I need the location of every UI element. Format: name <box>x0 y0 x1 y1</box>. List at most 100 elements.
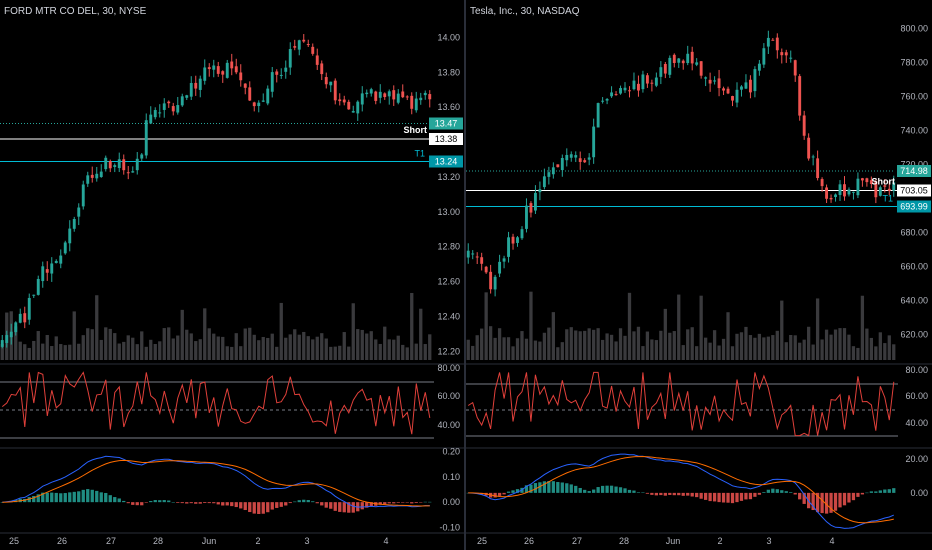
volume-bar <box>266 337 270 360</box>
candle-body <box>865 178 869 183</box>
candle-body <box>489 271 493 290</box>
volume-bar <box>68 344 72 360</box>
histogram-bar <box>686 492 690 496</box>
volume-bar <box>311 339 315 360</box>
candle-body <box>59 255 63 264</box>
volume-bar <box>419 308 423 360</box>
candle-body <box>533 192 537 211</box>
volume-bar <box>703 337 708 360</box>
signal-line <box>2 459 430 507</box>
volume-bar <box>780 300 784 360</box>
volume-bar <box>297 334 301 360</box>
histogram-bar <box>842 492 847 506</box>
candle-body <box>560 157 564 171</box>
candle-body <box>816 158 820 179</box>
histogram-bar <box>342 502 346 513</box>
histogram-bar <box>654 492 659 496</box>
candle-body <box>802 115 806 136</box>
volume-bar <box>533 340 538 360</box>
candle-body <box>493 276 497 290</box>
price-tick-label: 13.00 <box>437 207 460 217</box>
volume-bar <box>757 333 762 360</box>
pane-divider[interactable] <box>464 0 466 550</box>
histogram-bar <box>744 492 748 500</box>
candles <box>466 30 896 297</box>
histogram-bar <box>135 502 139 506</box>
candle-body <box>72 218 76 229</box>
histogram-bar <box>712 492 717 502</box>
histogram-bar <box>306 500 310 503</box>
candle-body <box>775 37 779 51</box>
volume-bar <box>542 332 547 360</box>
volume-bar <box>645 331 650 360</box>
volume-bar <box>162 328 166 360</box>
price-tick-label: 13.60 <box>437 102 460 112</box>
histogram-bar <box>77 491 81 503</box>
candle-body <box>632 80 636 90</box>
candle-body <box>565 154 569 161</box>
histogram-bar <box>365 502 369 508</box>
volume-bar <box>378 343 382 360</box>
candle-body <box>722 88 725 91</box>
volume-bar <box>744 326 748 360</box>
histogram-bar <box>59 493 63 503</box>
candle-body <box>735 89 739 103</box>
volume-bar <box>686 329 690 360</box>
volume-bar <box>887 335 891 360</box>
volume-bar <box>189 333 193 360</box>
candle-body <box>811 156 815 158</box>
volume-bar <box>506 337 511 360</box>
histogram-bar <box>176 502 180 503</box>
volume-bar <box>113 333 117 360</box>
volume-bar <box>578 331 582 360</box>
candle-body <box>699 61 703 76</box>
volume-bar <box>428 334 432 360</box>
date-tick-label: 28 <box>153 536 163 546</box>
volume-bar <box>144 346 148 360</box>
volume-bar <box>556 347 560 360</box>
candle-body <box>315 55 319 65</box>
candle-body <box>843 184 846 197</box>
candle-body <box>748 79 752 93</box>
candle-body <box>502 258 506 262</box>
candle-body <box>90 174 94 178</box>
price-tick-label: 12.40 <box>437 311 460 321</box>
volume-bar <box>351 303 355 360</box>
volume-bar <box>538 341 542 360</box>
histogram-bar <box>41 492 45 503</box>
candle-body <box>365 92 369 95</box>
histogram-bar <box>605 485 609 493</box>
price-tick-label: 14.00 <box>437 32 460 42</box>
histogram-bar <box>32 495 36 503</box>
candle-body <box>614 94 618 96</box>
candle-body <box>556 164 560 168</box>
histogram-bar <box>524 485 529 493</box>
histogram-bar <box>423 501 427 503</box>
volume-bar <box>135 344 139 360</box>
histogram-bar <box>207 502 211 504</box>
volume-bar <box>216 336 220 360</box>
ford-chart-pane[interactable]: FORD MTR CO DEL, 30, NYSE 14.00 13.80 13.6… <box>0 0 464 550</box>
candle-body <box>248 87 252 101</box>
volume-bar <box>815 298 820 360</box>
candle-body <box>574 155 578 158</box>
candle-body <box>838 184 842 195</box>
histogram-bar <box>117 498 121 503</box>
histogram-bar <box>865 492 869 494</box>
volume-bar <box>176 335 180 360</box>
candle-body <box>498 261 502 274</box>
candle-body <box>726 88 730 94</box>
date-tick-label: 2 <box>255 536 260 546</box>
histogram-bar <box>614 486 618 493</box>
volume-bar <box>315 336 319 360</box>
rsi-line <box>467 371 895 437</box>
rsi-tick-label: 60.00 <box>437 391 460 401</box>
histogram-bar <box>419 502 423 503</box>
histogram-bar <box>90 489 94 503</box>
tesla-chart-pane[interactable]: Tesla, Inc., 30, NASDAQ 800.00 780.00 760.… <box>466 0 932 550</box>
date-tick-label: 4 <box>829 536 834 546</box>
volume-bar <box>493 337 497 360</box>
histogram-bar <box>185 502 189 504</box>
short-price-tag-text: 703.05 <box>900 186 928 196</box>
candle-body <box>708 79 712 84</box>
